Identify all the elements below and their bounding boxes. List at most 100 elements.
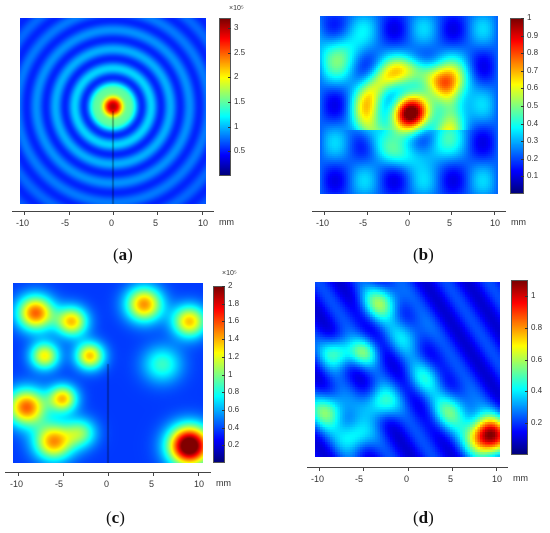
colorbar-tick-label: 0.2 xyxy=(228,440,240,449)
colorbar-tick xyxy=(521,106,524,107)
colorbar-tick-label: 1.2 xyxy=(228,352,240,361)
colorbar-tick xyxy=(521,88,524,89)
x-axis-tick xyxy=(408,467,409,471)
x-axis-tick-label: 0 xyxy=(404,474,410,484)
colorbar-tick-label: 0.4 xyxy=(228,423,240,432)
x-axis-tick-label: -5 xyxy=(359,218,368,228)
colorbar-tick-label: 0.5 xyxy=(527,101,539,110)
colorbar-d xyxy=(511,280,528,455)
x-axis-tick-label: 5 xyxy=(149,479,155,489)
colorbar-tick-label: 0.7 xyxy=(527,66,539,75)
colorbar-tick-label: 0.2 xyxy=(531,418,543,427)
colorbar-tick-label: 0.8 xyxy=(527,48,539,57)
colorbar-tick xyxy=(222,428,225,429)
colorbar-tick xyxy=(222,357,225,358)
colorbar-tick xyxy=(222,445,225,446)
colorbar-c-exponent: ×10⁵ xyxy=(222,270,237,277)
colorbar-tick-label: 1.6 xyxy=(228,316,240,325)
x-axis-tick-label: -10 xyxy=(16,218,30,228)
colorbar-tick-label: 1 xyxy=(234,122,239,131)
x-axis-tick-label: -10 xyxy=(10,479,24,489)
colorbar-tick-label: 2.5 xyxy=(234,48,246,57)
x-axis-tick-label: 0 xyxy=(109,218,115,228)
colorbar-tick xyxy=(521,71,524,72)
colorbar-tick xyxy=(521,124,524,125)
colorbar-tick-label: 0.6 xyxy=(531,355,543,364)
colorbar-tick-label: 3 xyxy=(234,23,239,32)
colorbar-tick xyxy=(222,339,225,340)
colorbar-tick-label: 0.2 xyxy=(527,154,539,163)
x-axis-tick-label: 10 xyxy=(194,479,205,489)
x-axis-tick xyxy=(63,472,64,476)
colorbar-tick-label: 1 xyxy=(527,13,532,22)
colorbar-tick xyxy=(525,423,528,424)
colorbar-tick-label: 0.3 xyxy=(527,136,539,145)
x-axis-tick xyxy=(202,211,203,215)
colorbar-tick-label: 0.1 xyxy=(527,171,539,180)
colorbar-tick xyxy=(228,102,231,103)
colorbar-tick xyxy=(521,159,524,160)
colorbar-tick xyxy=(222,321,225,322)
colorbar-tick xyxy=(521,18,524,19)
colorbar-tick xyxy=(521,141,524,142)
colorbar-tick xyxy=(222,410,225,411)
colorbar-tick-label: 1.4 xyxy=(228,334,240,343)
x-axis-tick xyxy=(18,472,19,476)
x-axis-tick-label: 5 xyxy=(153,218,159,228)
x-axis-tick-label: -5 xyxy=(55,479,64,489)
colorbar-tick-label: 0.6 xyxy=(228,405,240,414)
colorbar-tick xyxy=(521,53,524,54)
x-axis-tick-label: -10 xyxy=(311,474,325,484)
colorbar-a xyxy=(219,18,231,176)
heatmap-a xyxy=(20,18,206,204)
x-axis-tick-label: -5 xyxy=(61,218,70,228)
colorbar-tick-label: 0.8 xyxy=(228,387,240,396)
x-axis-tick xyxy=(157,211,158,215)
x-axis-unit: mm xyxy=(513,473,528,483)
x-axis-tick-label: -5 xyxy=(355,474,364,484)
x-axis-tick xyxy=(451,211,452,215)
colorbar-tick xyxy=(228,28,231,29)
x-axis-tick xyxy=(409,211,410,215)
colorbar-tick-label: 0.5 xyxy=(234,146,246,155)
x-axis-unit: mm xyxy=(511,217,526,227)
x-axis-tick-label: 5 xyxy=(448,474,454,484)
colorbar-tick-label: 0.4 xyxy=(527,119,539,128)
x-axis-tick-label: 10 xyxy=(198,218,209,228)
caption-c: (c) xyxy=(106,508,125,527)
colorbar-tick-label: 0.4 xyxy=(531,386,543,395)
x-axis-tick-label: 10 xyxy=(492,474,503,484)
colorbar-c xyxy=(213,286,225,463)
x-axis-tick-label: -10 xyxy=(316,218,330,228)
x-axis-tick-label: 0 xyxy=(405,218,411,228)
heatmap-d xyxy=(315,282,500,457)
colorbar-tick xyxy=(228,53,231,54)
colorbar-tick xyxy=(525,328,528,329)
x-axis-line xyxy=(307,467,508,468)
colorbar-tick xyxy=(222,304,225,305)
colorbar-a-exponent: ×10⁵ xyxy=(229,5,244,12)
caption-d: (d) xyxy=(413,508,434,527)
x-axis-tick xyxy=(319,467,320,471)
colorbar-tick xyxy=(222,375,225,376)
colorbar-tick-label: 1.8 xyxy=(228,299,240,308)
x-axis-tick xyxy=(108,472,109,476)
colorbar-tick-label: 1 xyxy=(531,291,536,300)
colorbar-tick-label: 1 xyxy=(228,370,233,379)
colorbar-tick-label: 0.8 xyxy=(531,323,543,332)
x-axis-tick xyxy=(113,211,114,215)
x-axis-tick xyxy=(452,467,453,471)
x-axis-tick xyxy=(367,211,368,215)
x-axis-tick xyxy=(496,467,497,471)
colorbar-tick xyxy=(228,151,231,152)
colorbar-tick xyxy=(228,127,231,128)
x-axis-unit: mm xyxy=(219,217,234,227)
x-axis-tick-label: 0 xyxy=(104,479,110,489)
colorbar-tick-label: 0.9 xyxy=(527,31,539,40)
caption-b: (b) xyxy=(413,245,434,264)
colorbar-tick-label: 2 xyxy=(234,72,239,81)
colorbar-tick xyxy=(521,36,524,37)
x-axis-unit: mm xyxy=(216,478,231,488)
x-axis-tick xyxy=(363,467,364,471)
x-axis-tick-label: 5 xyxy=(447,218,453,228)
